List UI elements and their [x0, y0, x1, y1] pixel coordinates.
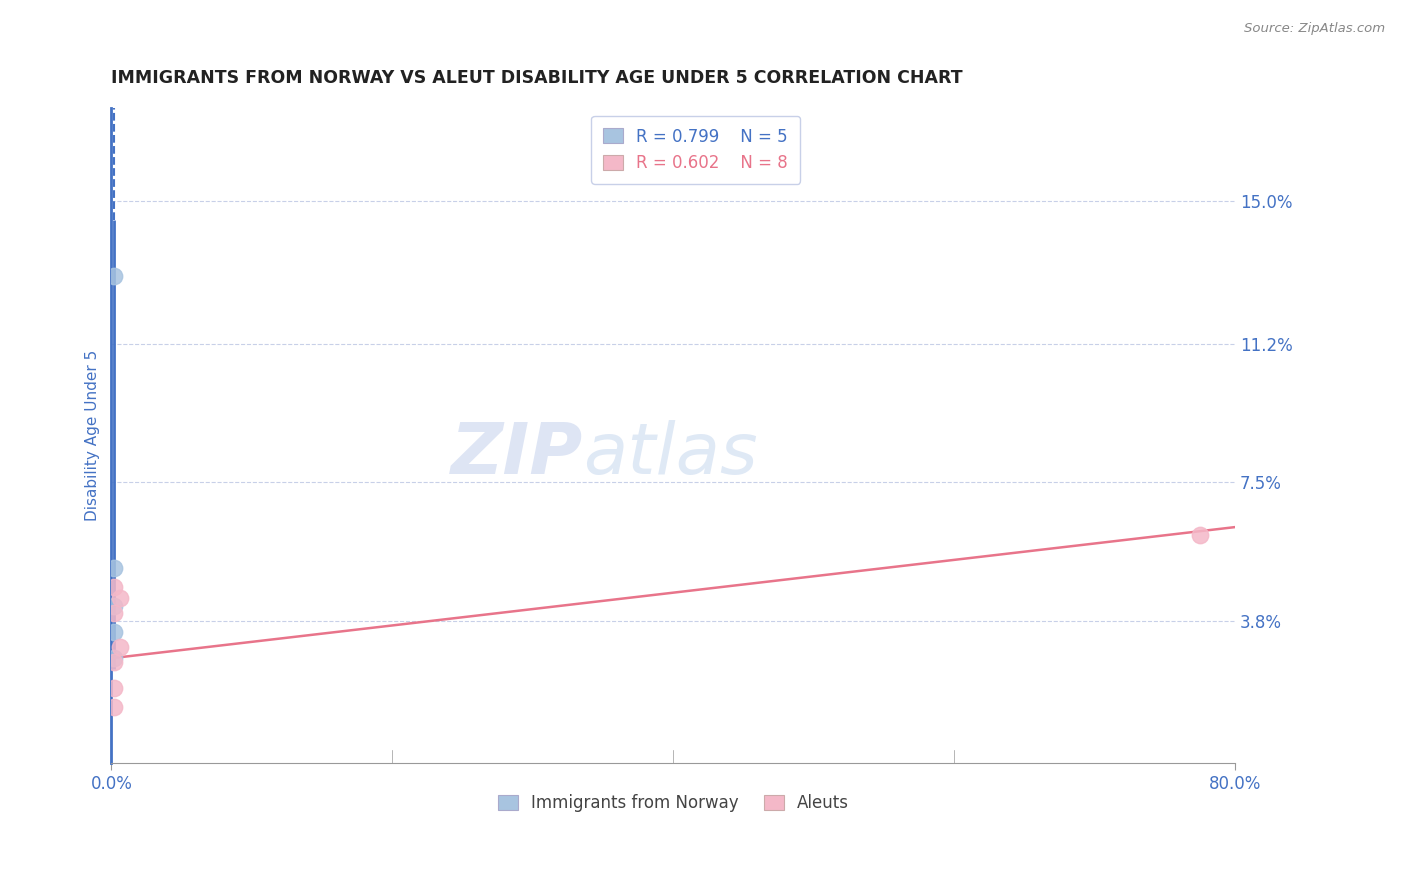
Legend: Immigrants from Norway, Aleuts: Immigrants from Norway, Aleuts — [489, 786, 858, 821]
Point — [103, 269, 125, 284]
Text: IMMIGRANTS FROM NORWAY VS ALEUT DISABILITY AGE UNDER 5 CORRELATION CHART: IMMIGRANTS FROM NORWAY VS ALEUT DISABILI… — [111, 69, 963, 87]
Point — [103, 625, 125, 640]
Text: Source: ZipAtlas.com: Source: ZipAtlas.com — [1244, 22, 1385, 36]
Text: atlas: atlas — [583, 420, 758, 490]
Point — [103, 599, 125, 613]
Text: ZIP: ZIP — [451, 420, 583, 490]
Point — [108, 640, 131, 654]
Point — [103, 655, 125, 669]
Point — [103, 607, 125, 621]
Point — [103, 651, 125, 665]
Point — [103, 681, 125, 696]
Point — [108, 591, 131, 606]
Point — [103, 700, 125, 714]
Point — [103, 580, 125, 594]
Y-axis label: Disability Age Under 5: Disability Age Under 5 — [86, 350, 100, 521]
Point — [1188, 527, 1211, 541]
Point — [103, 561, 125, 575]
